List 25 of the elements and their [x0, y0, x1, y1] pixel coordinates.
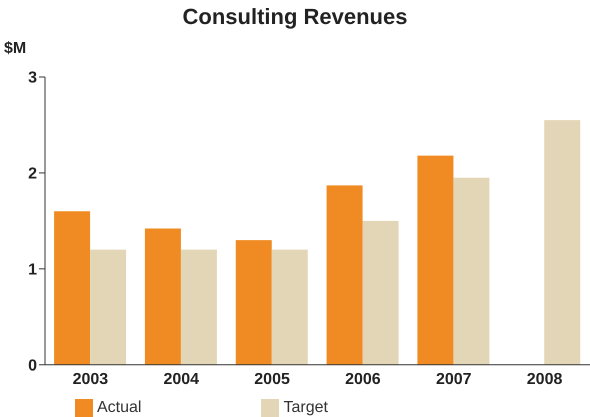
bar [453, 178, 490, 365]
bar [90, 250, 126, 365]
bar [272, 250, 308, 365]
x-tick-label: 2006 [345, 371, 381, 388]
bar [144, 228, 181, 365]
y-tick-label: 2 [28, 166, 38, 183]
bar [326, 185, 363, 365]
bar [362, 220, 399, 365]
bar [417, 156, 454, 365]
bar [180, 250, 217, 365]
legend-label: Actual [97, 399, 142, 416]
y-axis-title: $M [4, 40, 26, 58]
bar [54, 211, 90, 365]
x-tick-label: 2004 [163, 371, 200, 388]
x-tick-label: 2005 [254, 371, 290, 388]
y-tick-label: 0 [28, 357, 38, 374]
y-tick-label: 1 [28, 262, 38, 279]
x-tick-label: 2003 [72, 371, 108, 388]
legend-label: Target [283, 399, 328, 416]
chart-title: Consulting Revenues [182, 4, 408, 30]
bar [236, 240, 272, 365]
bar [544, 120, 580, 365]
y-tick-label: 3 [28, 70, 38, 87]
x-tick-label: 2007 [436, 371, 472, 388]
x-tick-label: 2008 [526, 371, 562, 388]
